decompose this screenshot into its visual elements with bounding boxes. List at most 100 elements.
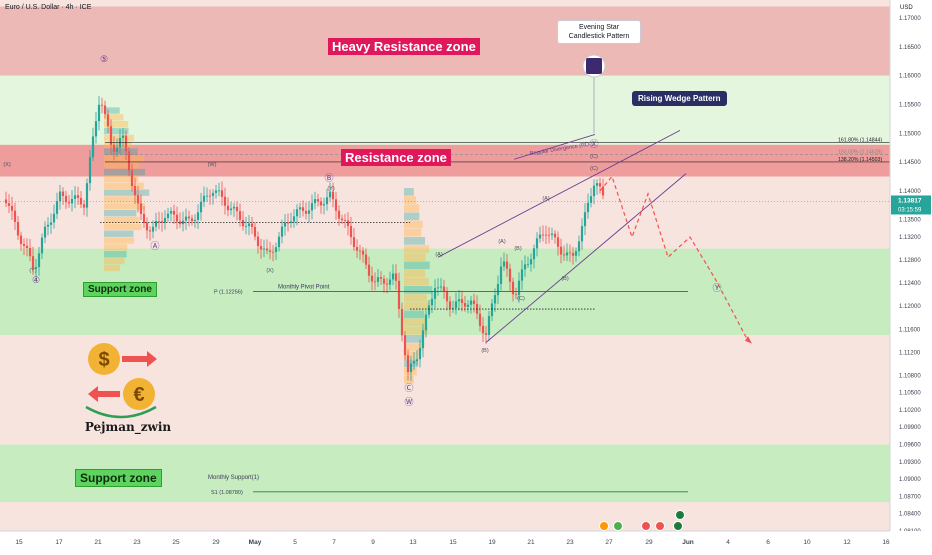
candle-body (319, 201, 323, 206)
candle (31, 247, 35, 275)
candle-body (283, 222, 287, 227)
price-axis-tick: 1.08700 (899, 494, 921, 500)
candle (208, 189, 212, 205)
wave-label: ④ (32, 275, 40, 285)
candle-body (400, 308, 404, 336)
candle (487, 311, 491, 341)
candle-body (586, 202, 590, 213)
candle (322, 197, 326, 215)
candle (259, 238, 263, 259)
event-marker (599, 521, 609, 531)
candle (70, 190, 74, 212)
candle-body (427, 305, 431, 315)
candle-body (286, 222, 290, 224)
candle (502, 252, 506, 271)
price-axis-tick: 1.17000 (899, 16, 921, 22)
candle (586, 193, 590, 219)
volume-profile-bar (404, 310, 425, 319)
candle-body (580, 226, 584, 242)
candle-body (241, 219, 245, 227)
candle (121, 128, 125, 147)
candle (451, 300, 455, 313)
candle (82, 199, 86, 216)
candle (238, 203, 242, 227)
wave-label: Ⓑ (324, 173, 333, 183)
candle (592, 179, 596, 205)
candle-body (409, 363, 413, 373)
volume-profile-bar (104, 182, 144, 189)
monthly-pivot-label: Monthly Pivot Point (278, 284, 330, 290)
candle (421, 323, 425, 358)
candle-body (217, 190, 221, 192)
candle-body (259, 246, 263, 250)
candle-body (430, 298, 434, 306)
volume-profile-bar (404, 286, 433, 294)
dollar-coin-icon (88, 343, 120, 375)
volume-profile-bar (404, 269, 426, 278)
candle (469, 295, 473, 314)
candle-body (412, 361, 416, 364)
candle (346, 212, 350, 236)
candle-body (40, 237, 44, 254)
price-axis-tick: 1.12400 (899, 281, 921, 287)
wave-label: (A) (435, 252, 443, 258)
candle-body (169, 210, 173, 214)
candle (298, 202, 302, 218)
candle (226, 197, 230, 217)
price-axis-tick: 1.10800 (899, 373, 921, 379)
candle-body (91, 136, 95, 158)
candle-body (571, 253, 575, 256)
candle (409, 355, 413, 382)
time-axis-tick: 12 (843, 539, 851, 546)
volume-profile-bar (404, 375, 414, 384)
wave-label: ⑤ (100, 54, 108, 64)
price-axis-tick: 1.13500 (899, 218, 921, 224)
candle-body (52, 213, 56, 223)
candle-body (517, 280, 521, 296)
candle-body (199, 201, 203, 213)
candle (544, 225, 548, 244)
candle-body (142, 213, 146, 223)
candle-body (268, 250, 272, 252)
candle-body (151, 226, 155, 232)
candle (118, 129, 122, 154)
candle (547, 227, 551, 244)
candle-body (19, 235, 23, 245)
candle (55, 192, 59, 219)
candle (505, 254, 509, 277)
candle-body (274, 247, 278, 252)
candle-body (406, 355, 410, 373)
volume-profile-bar (404, 294, 428, 302)
candle-body (298, 207, 302, 210)
candle (541, 225, 545, 242)
candle (76, 186, 80, 206)
wave-label: (C) (590, 154, 598, 160)
volume-profile-bar (104, 107, 120, 114)
candle-body (112, 144, 116, 152)
candle-body (307, 210, 311, 214)
candle-body (463, 302, 467, 307)
candle (124, 130, 128, 160)
candle-body (592, 185, 596, 197)
candle (193, 214, 197, 228)
volume-profile-bar (404, 302, 430, 311)
candle (574, 247, 578, 262)
candle (496, 275, 500, 305)
candle (553, 230, 557, 244)
volume-profile-bar (404, 228, 422, 237)
volume-profile-bar (104, 244, 128, 251)
candle (535, 232, 539, 257)
candle-body (64, 195, 68, 203)
candle-body (271, 251, 275, 253)
candle-body (355, 247, 359, 251)
candle (109, 119, 113, 154)
candle (394, 264, 398, 290)
wave-label: Ⓧ (589, 139, 598, 149)
volume-profile-bar (404, 188, 414, 196)
candle-body (526, 264, 530, 266)
candle (562, 245, 566, 261)
candle (517, 272, 521, 303)
candle-body (49, 222, 53, 225)
candle-body (310, 203, 314, 211)
candle-body (136, 195, 140, 204)
